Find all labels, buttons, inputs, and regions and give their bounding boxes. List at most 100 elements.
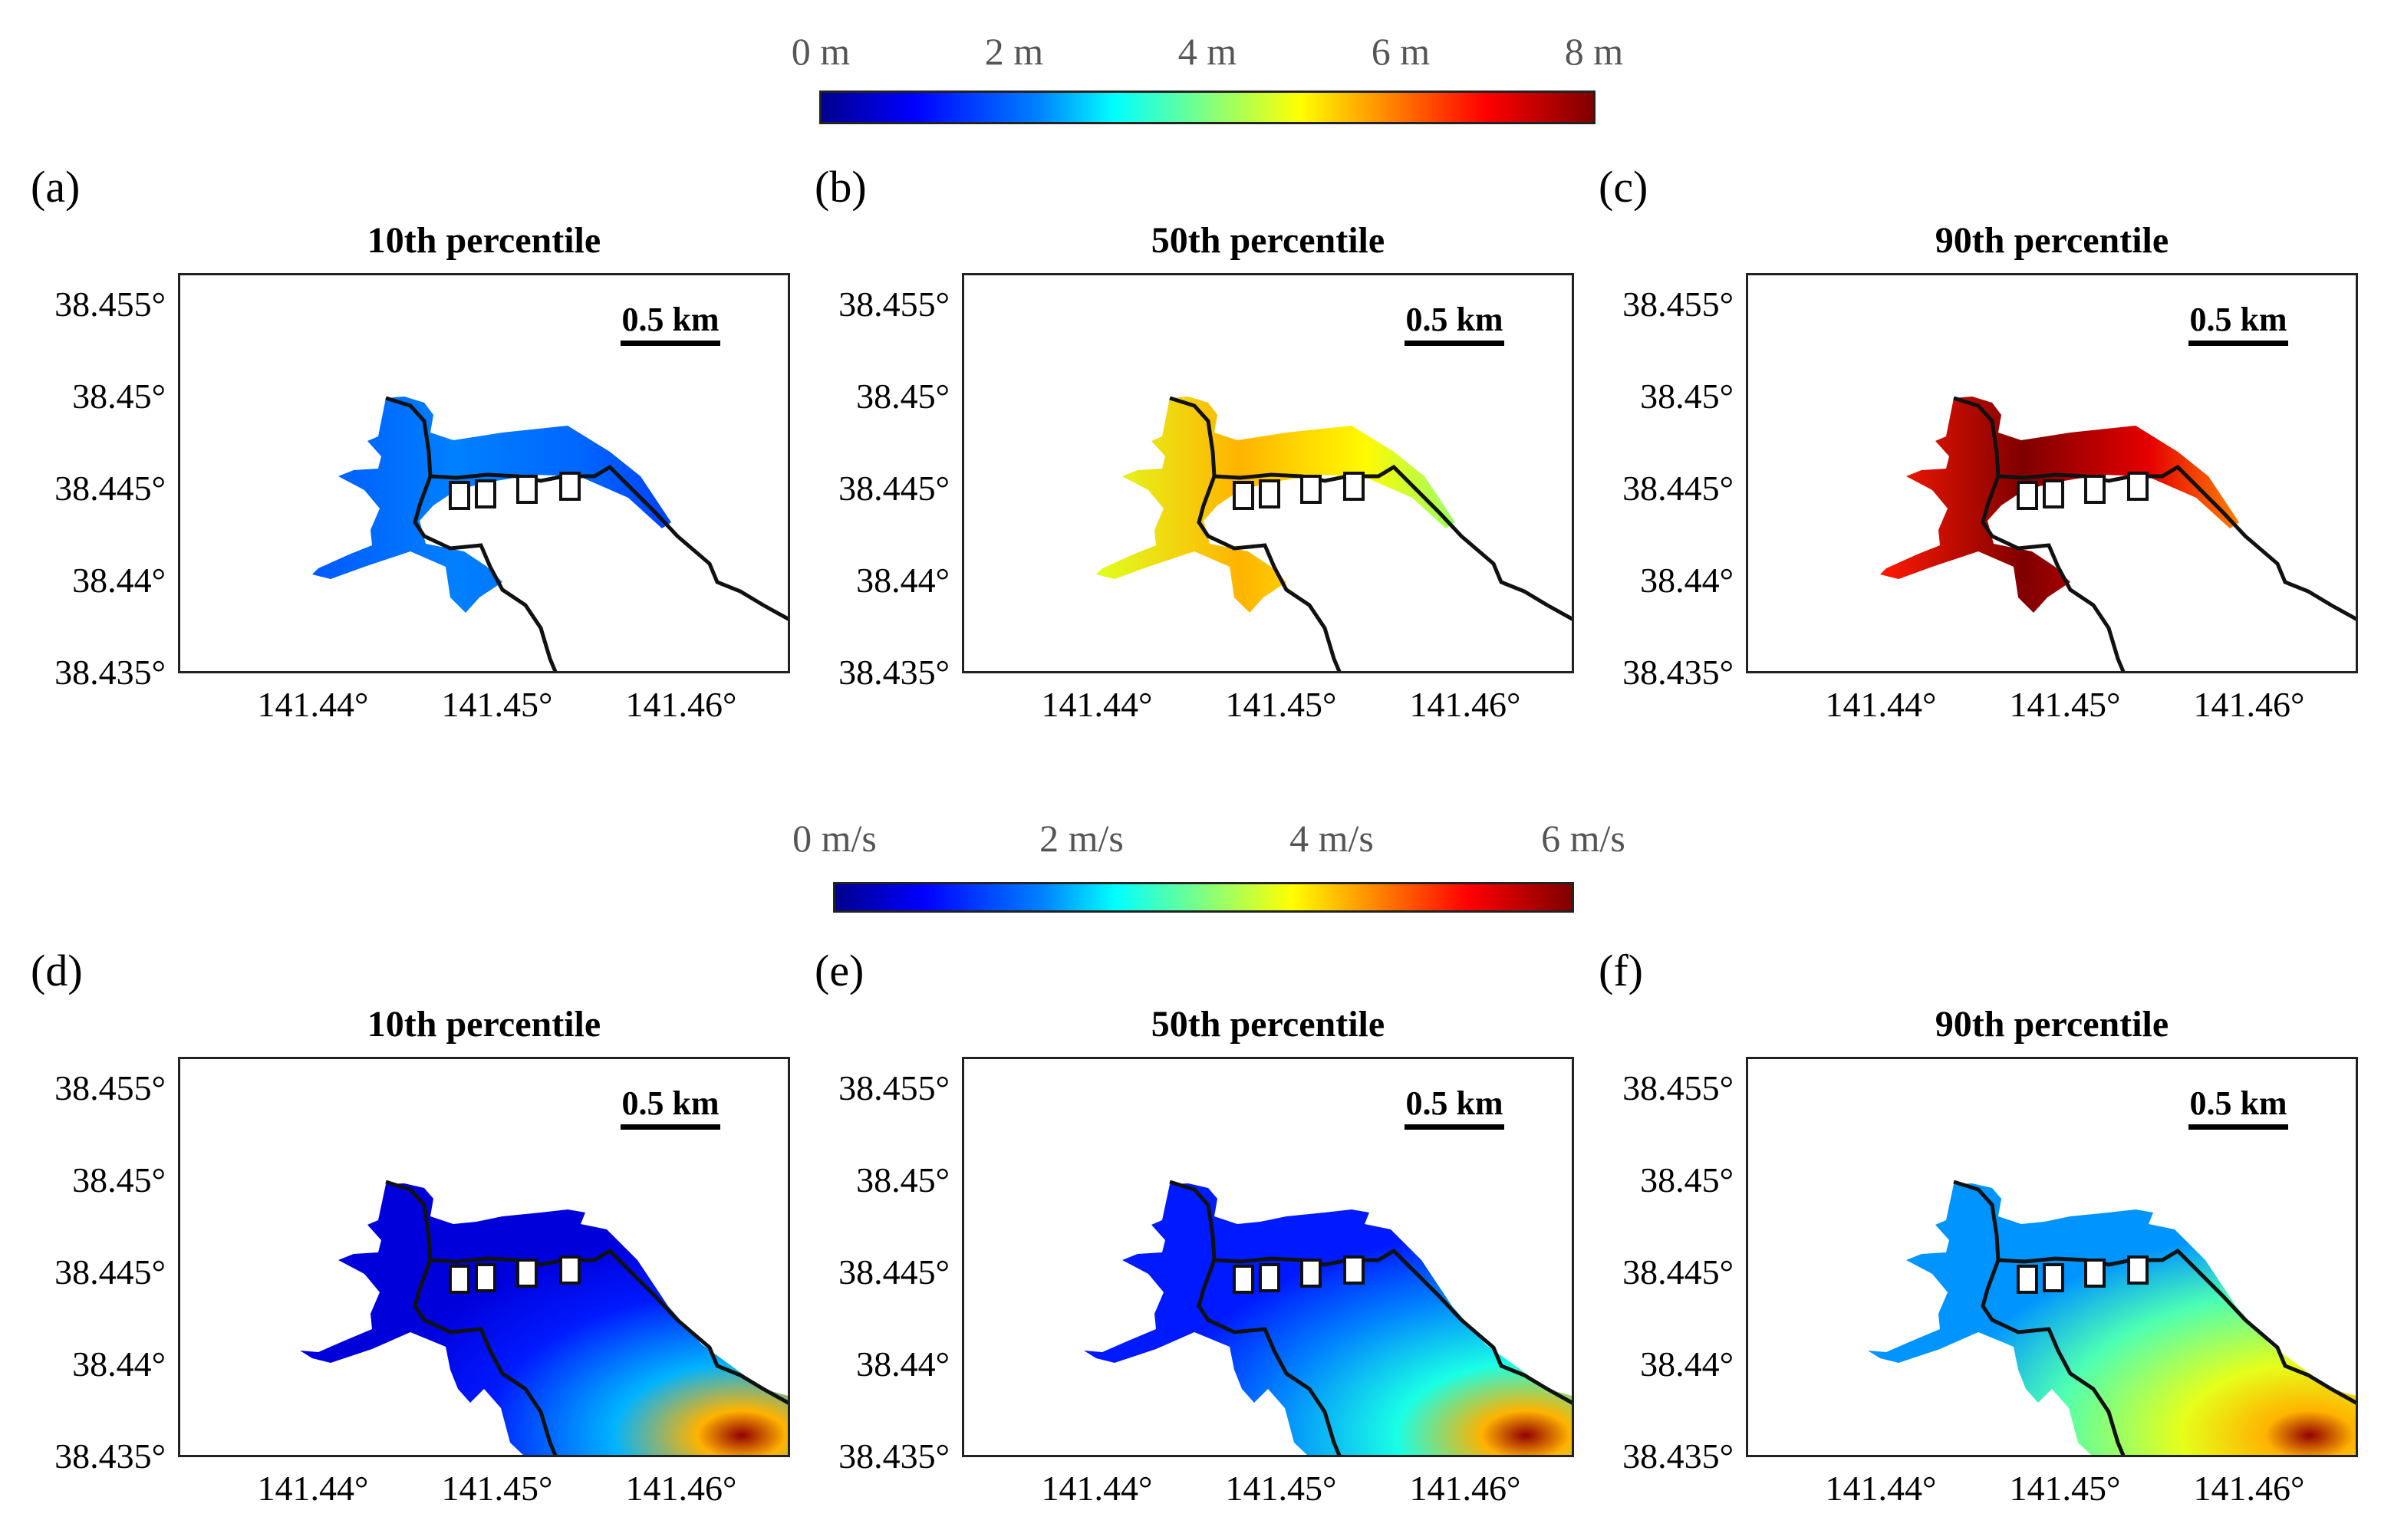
y-tick-label: 38.445°: [54, 1252, 166, 1292]
x-tick-label: 141.45°: [2009, 1469, 2121, 1508]
y-tick-label: 38.45°: [1640, 377, 1734, 416]
y-tick-label: 38.455°: [1622, 1068, 1734, 1107]
map-axes: 0.5 km: [178, 273, 790, 673]
scale-bar-label: 0.5 km: [2189, 1084, 2287, 1122]
panel-label: (e): [815, 946, 864, 995]
y-tick-label: 38.455°: [54, 285, 166, 324]
map-axes: 0.5 km: [1746, 273, 2358, 673]
y-tick-label: 38.44°: [1640, 1344, 1734, 1384]
coastline: [1169, 1180, 1572, 1455]
inundation-area: [1096, 397, 1455, 613]
scale-bar-label: 0.5 km: [2189, 301, 2287, 338]
scale-bar-label: 0.5 km: [621, 1084, 720, 1122]
velocity-field: [1084, 1183, 1572, 1455]
coastline: [1169, 396, 1572, 671]
pier: [2043, 479, 2064, 508]
y-tick-label: 38.44°: [1640, 561, 1734, 600]
pier: [2043, 1263, 2064, 1292]
x-tick-label: 141.44°: [1825, 1469, 1937, 1508]
scale-bar-line: [2188, 1124, 2288, 1130]
inundation-area: [1880, 397, 2239, 613]
y-tick-label: 38.455°: [838, 285, 950, 324]
scale-bar: 0.5 km: [2188, 1084, 2288, 1130]
scale-bar-label: 0.5 km: [1405, 1084, 1503, 1122]
scale-bar-line: [621, 341, 720, 346]
y-tick-label: 38.45°: [1640, 1160, 1734, 1199]
velocity-colorbar-tick: 4 m/s: [1289, 817, 1374, 860]
inundation-area: [312, 397, 671, 613]
panel-title: 90th percentile: [1935, 220, 2169, 261]
map-plot: [1880, 396, 2356, 671]
velocity-colorbar-tick: 6 m/s: [1541, 817, 1625, 860]
map-plot: [1868, 1180, 2356, 1455]
y-tick-label: 38.45°: [856, 1160, 950, 1199]
velocity-field: [1868, 1183, 2356, 1455]
y-tick-label: 38.44°: [856, 1344, 950, 1384]
y-tick-label: 38.445°: [1622, 1252, 1734, 1292]
scale-bar-line: [621, 1124, 720, 1130]
pier: [475, 479, 496, 508]
pier: [1259, 1263, 1280, 1292]
x-tick-label: 141.46°: [1409, 1469, 1521, 1508]
pier: [559, 1255, 581, 1285]
pier: [516, 475, 538, 504]
y-tick-label: 38.455°: [1622, 285, 1734, 324]
pier: [1259, 479, 1280, 508]
panel-label: (a): [31, 162, 81, 212]
pier: [516, 1259, 538, 1288]
velocity-field: [300, 1183, 788, 1455]
pier: [449, 1265, 470, 1294]
x-tick-label: 141.45°: [441, 1469, 553, 1508]
depth-colorbar-tick: 2 m: [984, 30, 1044, 73]
y-tick-label: 38.455°: [838, 1068, 950, 1107]
scale-bar-label: 0.5 km: [621, 301, 720, 338]
y-tick-label: 38.435°: [54, 1436, 166, 1476]
scale-bar-label: 0.5 km: [1405, 301, 1503, 338]
depth-colorbar-tick: 8 m: [1564, 30, 1624, 73]
pier: [559, 472, 581, 501]
pier: [449, 481, 470, 510]
scale-bar: 0.5 km: [2188, 300, 2288, 346]
map-plot: [1084, 1180, 1572, 1455]
x-tick-label: 141.45°: [1225, 1469, 1337, 1508]
panel-title: 50th percentile: [1151, 1004, 1385, 1045]
pier: [1300, 1259, 1322, 1288]
coastline: [385, 1180, 788, 1455]
panel-title: 10th percentile: [367, 220, 601, 261]
panel-label: (b): [815, 162, 867, 212]
x-tick-label: 141.44°: [1041, 1469, 1153, 1508]
map-plot: [300, 1180, 788, 1455]
y-tick-label: 38.44°: [856, 561, 950, 600]
y-tick-label: 38.45°: [72, 1160, 166, 1199]
y-tick-label: 38.44°: [72, 561, 166, 600]
depth-colorbar: [819, 90, 1596, 124]
pier: [2084, 475, 2106, 504]
scale-bar-line: [1405, 341, 1504, 346]
map-axes: 0.5 km: [962, 1057, 1574, 1457]
x-tick-label: 141.46°: [625, 1469, 737, 1508]
scale-bar: 0.5 km: [1405, 300, 1504, 346]
y-tick-label: 38.435°: [1622, 653, 1734, 692]
x-tick-label: 141.46°: [625, 685, 737, 724]
pier: [1343, 472, 1365, 501]
map-plot: [1096, 396, 1572, 671]
panel-label: (f): [1599, 946, 1643, 995]
pier: [2127, 472, 2149, 501]
depth-colorbar-tick: 0 m: [791, 30, 851, 73]
scale-bar-line: [1405, 1124, 1504, 1130]
velocity-colorbar: [833, 882, 1574, 913]
pier: [1233, 1265, 1254, 1294]
x-tick-label: 141.44°: [1041, 685, 1153, 724]
pier: [475, 1263, 496, 1292]
coastline: [385, 396, 788, 671]
y-tick-label: 38.445°: [838, 469, 950, 508]
scale-bar: 0.5 km: [621, 300, 720, 346]
map-axes: 0.5 km: [1746, 1057, 2358, 1457]
depth-colorbar-tick: 4 m: [1177, 30, 1237, 73]
panel-title: 90th percentile: [1935, 1004, 2169, 1045]
y-tick-label: 38.435°: [54, 653, 166, 692]
pier: [2127, 1255, 2149, 1285]
pier: [1343, 1255, 1365, 1285]
scale-bar: 0.5 km: [1405, 1084, 1504, 1130]
x-tick-label: 141.46°: [2193, 1469, 2305, 1508]
